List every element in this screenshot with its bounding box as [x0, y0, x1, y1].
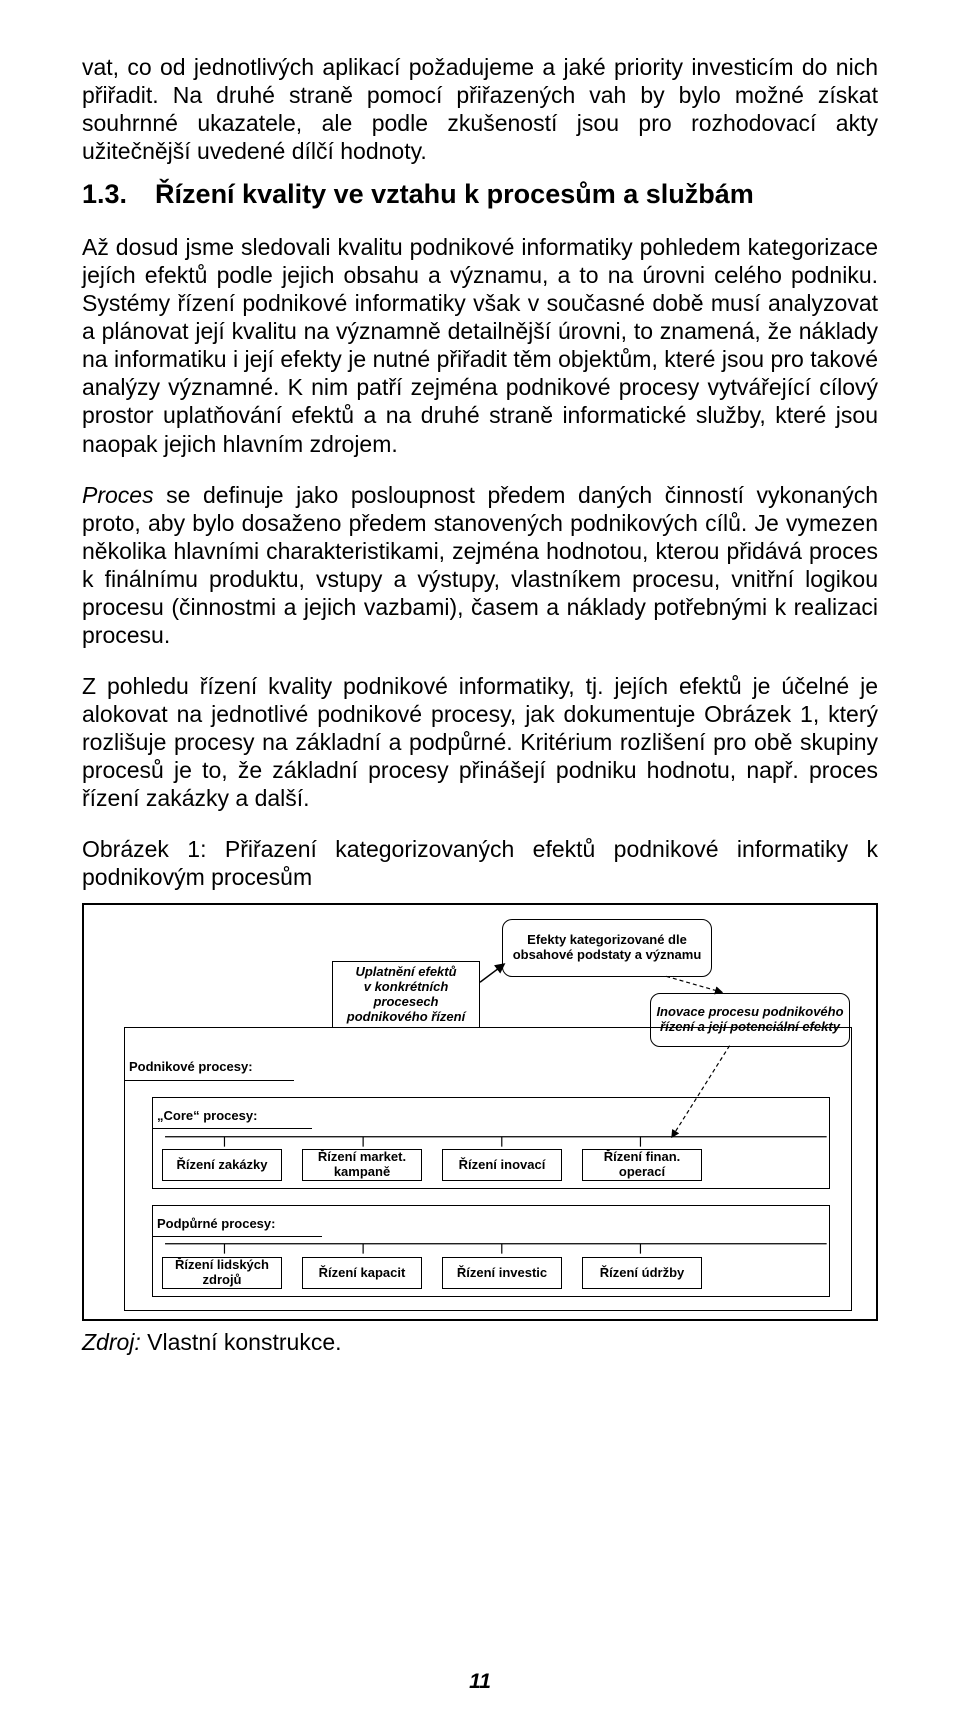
- diagram-box-uplatneni: Uplatnění efektů v konkrétních procesech…: [332, 961, 480, 1027]
- source-label: Zdroj:: [82, 1329, 141, 1355]
- section-heading: 1.3. Řízení kvality ve vztahu k procesům…: [82, 179, 878, 210]
- diagram-box-core-2: Řízení market. kampaně: [302, 1149, 422, 1181]
- diagram-box-sup-4: Řízení údržby: [582, 1257, 702, 1289]
- diagram-box-sup-1: Řízení lidských zdrojů: [162, 1257, 282, 1289]
- paragraph-body-1: Až dosud jsme sledovali kvalitu podnikov…: [82, 233, 878, 457]
- diagram-box-core-4: Řízení finan. operací: [582, 1149, 702, 1181]
- paragraph-body-2: Proces se definuje jako posloupnost před…: [82, 481, 878, 649]
- paragraph-body-3: Z pohledu řízení kvality podnikové infor…: [82, 672, 878, 812]
- heading-title: Řízení kvality ve vztahu k procesům a sl…: [155, 179, 878, 210]
- paragraph-body-2-rest: se definuje jako posloupnost předem daný…: [82, 482, 878, 648]
- diagram-box-sup-3: Řízení investic: [442, 1257, 562, 1289]
- diagram-frame: Efekty kategorizované dle obsahové podst…: [82, 903, 878, 1321]
- figure-caption: Obrázek 1: Přiřazení kategorizovaných ef…: [82, 835, 878, 891]
- diagram-box-core-3: Řízení inovací: [442, 1149, 562, 1181]
- diagram-box-effects: Efekty kategorizované dle obsahové podst…: [502, 919, 712, 977]
- term-proces: Proces: [82, 482, 154, 508]
- source-text: Vlastní konstrukce.: [141, 1329, 342, 1355]
- figure-source: Zdroj: Vlastní konstrukce.: [82, 1329, 878, 1356]
- heading-number: 1.3.: [82, 179, 155, 210]
- paragraph-intro: vat, co od jednotlivých aplikací požaduj…: [82, 53, 878, 165]
- diagram-box-sup-2: Řízení kapacit: [302, 1257, 422, 1289]
- diagram-box-core-1: Řízení zakázky: [162, 1149, 282, 1181]
- document-page: vat, co od jednotlivých aplikací požaduj…: [0, 0, 960, 1712]
- page-number: 11: [0, 1670, 960, 1694]
